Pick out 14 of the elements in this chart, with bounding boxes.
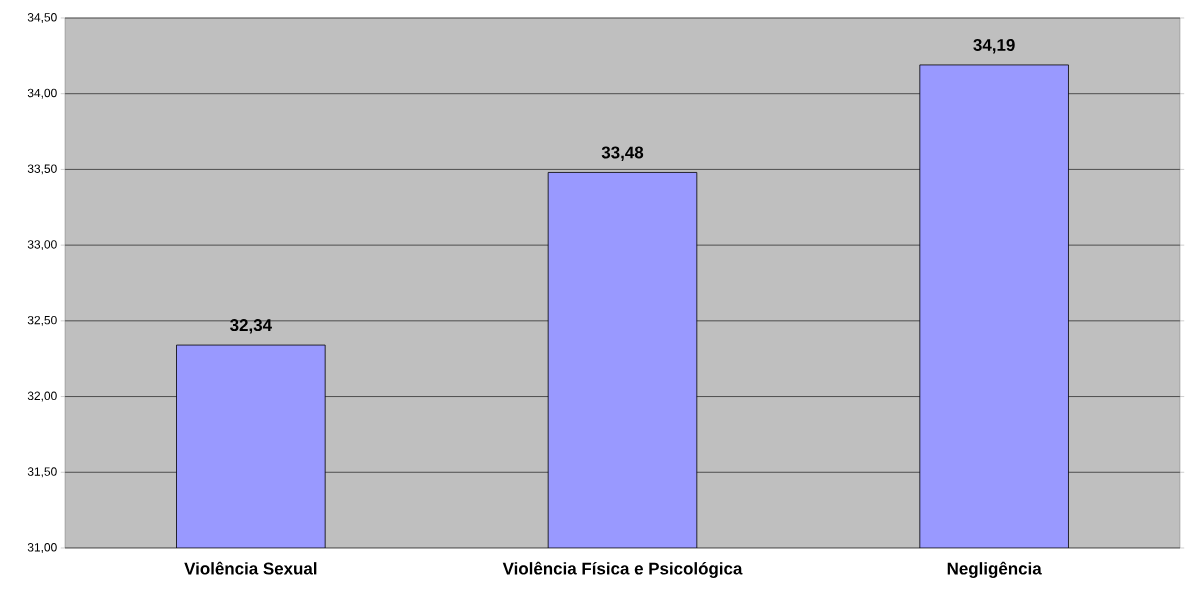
- y-tick-label: 31,50: [27, 467, 57, 478]
- data-label: 32,34: [230, 319, 272, 334]
- y-tick-label: 33,00: [27, 240, 57, 251]
- x-tick-label: Negligência: [947, 561, 1042, 578]
- x-tick-label: Violência Sexual: [184, 561, 317, 575]
- y-tick-label: 33,50: [27, 164, 57, 175]
- y-tick-label: 32,50: [27, 315, 57, 326]
- y-tick-label: 32,00: [27, 391, 57, 402]
- x-tick-label: Violência Física e Psicológica: [502, 561, 743, 578]
- data-label: 34,19: [973, 38, 1015, 54]
- data-label: 33,48: [601, 146, 644, 161]
- y-tick-label: 31,00: [27, 543, 57, 553]
- y-tick-label: 34,50: [27, 13, 57, 23]
- y-tick-label: 34,00: [27, 88, 57, 99]
